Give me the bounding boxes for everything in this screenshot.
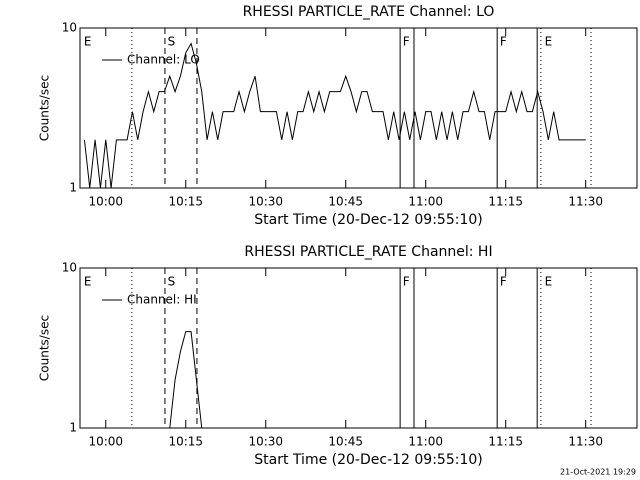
flag-label: F	[500, 35, 507, 49]
x-tick-label: 11:15	[488, 195, 523, 209]
plot-frame	[79, 27, 638, 189]
y-tick-label: 1	[69, 181, 77, 195]
x-tick-label: 11:00	[408, 435, 443, 449]
x-axis-label: Start Time (20-Dec-12 09:55:10)	[254, 452, 482, 468]
x-tick-label: 11:00	[408, 195, 443, 209]
flag-label: F	[403, 35, 410, 49]
x-tick-label: 10:45	[328, 435, 363, 449]
y-axis-label: Counts/sec	[38, 315, 52, 381]
x-tick-label: 10:15	[168, 195, 203, 209]
flag-label: E	[545, 35, 553, 49]
legend-label: Channel: HI	[127, 293, 197, 307]
chart-title: RHESSI PARTICLE_RATE Channel: LO	[243, 4, 495, 20]
flag-label: E	[545, 275, 553, 289]
x-tick-label: 11:30	[568, 195, 603, 209]
x-tick-label: 10:00	[88, 195, 123, 209]
y-tick-label: 10	[62, 261, 77, 275]
flag-label: F	[500, 275, 507, 289]
flag-label: E	[84, 275, 92, 289]
x-tick-label: 10:30	[248, 195, 283, 209]
flag-label: E	[84, 35, 92, 49]
flag-label: S	[168, 275, 176, 289]
flag-label: S	[168, 35, 176, 49]
x-axis-label: Start Time (20-Dec-12 09:55:10)	[254, 212, 482, 228]
y-tick-label: 1	[69, 421, 77, 435]
data-line	[83, 42, 586, 189]
chart-title: RHESSI PARTICLE_RATE Channel: HI	[244, 244, 492, 260]
x-tick-label: 10:45	[328, 195, 363, 209]
flag-label: F	[403, 275, 410, 289]
y-axis-label: Counts/sec	[38, 75, 52, 141]
x-tick-label: 10:30	[248, 435, 283, 449]
x-tick-label: 11:15	[488, 435, 523, 449]
x-tick-label: 11:30	[568, 435, 603, 449]
legend-label: Channel: LO	[127, 53, 200, 67]
timestamp: 21-Oct-2021 19:29	[560, 468, 636, 477]
x-tick-label: 10:15	[168, 435, 203, 449]
x-tick-label: 10:00	[88, 435, 123, 449]
y-tick-label: 10	[62, 21, 77, 35]
plot-frame	[79, 267, 638, 429]
